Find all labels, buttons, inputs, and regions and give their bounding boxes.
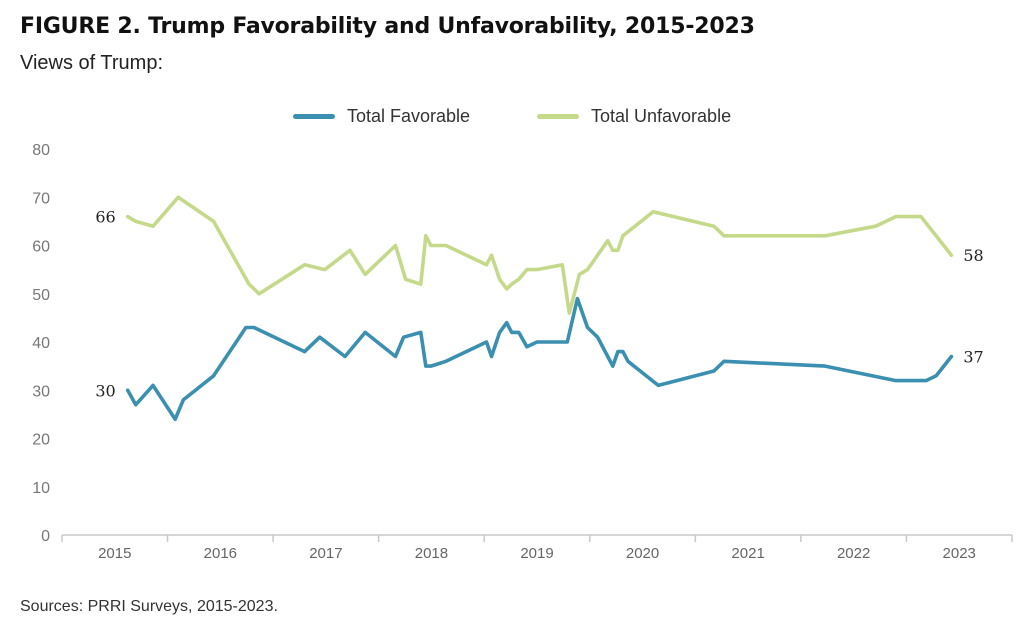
series-line-total-unfavorable — [125, 195, 954, 315]
data-label-total-favorable-start: 30 — [95, 381, 115, 400]
y-tick-label-20: 20 — [32, 432, 50, 449]
x-tick-label-2022: 2022 — [837, 545, 870, 562]
source-note: Sources: PRRI Surveys, 2015-2023. — [20, 598, 278, 615]
chart-subtitle: Views of Trump: — [20, 52, 164, 74]
y-tick-label-30: 30 — [32, 383, 50, 400]
y-tick-label-60: 60 — [32, 239, 50, 256]
legend-label-unfavorable: Total Unfavorable — [591, 106, 732, 126]
legend-swatch-favorable — [293, 114, 335, 119]
x-tick-label-2017: 2017 — [309, 545, 342, 562]
x-tick-label-2023: 2023 — [943, 545, 976, 562]
chart-legend: Total Favorable Total Unfavorable — [0, 106, 1033, 132]
x-tick-label-2015: 2015 — [98, 545, 131, 562]
x-tick-label-2020: 2020 — [626, 545, 659, 562]
y-tick-label-40: 40 — [32, 335, 50, 352]
legend-item-unfavorable: Total Unfavorable — [537, 106, 731, 127]
x-tick-label-2019: 2019 — [520, 545, 553, 562]
series-line-total-favorable — [125, 296, 954, 422]
legend-swatch-unfavorable — [537, 114, 579, 119]
x-tick-label-2016: 2016 — [204, 545, 237, 562]
y-tick-label-70: 70 — [32, 190, 50, 207]
data-label-total-unfavorable-end: 58 — [963, 246, 983, 265]
y-tick-label-10: 10 — [32, 480, 50, 497]
chart-title: FIGURE 2. Trump Favorability and Unfavor… — [20, 14, 755, 39]
data-label-total-favorable-end: 37 — [963, 347, 983, 366]
legend-item-favorable: Total Favorable — [293, 106, 470, 127]
y-tick-label-80: 80 — [32, 142, 50, 159]
y-tick-label-0: 0 — [41, 528, 50, 545]
x-tick-label-2018: 2018 — [415, 545, 448, 562]
x-tick-label-2021: 2021 — [731, 545, 764, 562]
data-label-total-unfavorable-start: 66 — [95, 208, 115, 227]
y-tick-label-50: 50 — [32, 287, 50, 304]
legend-label-favorable: Total Favorable — [347, 106, 471, 126]
